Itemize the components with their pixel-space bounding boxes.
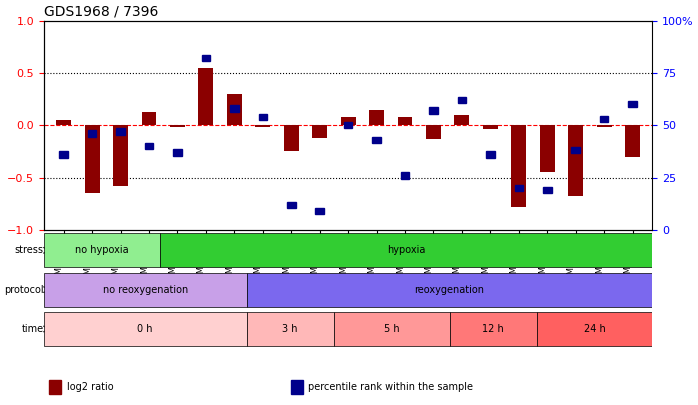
Text: no hypoxia: no hypoxia [75,245,128,255]
Text: percentile rank within the sample: percentile rank within the sample [309,382,473,392]
FancyBboxPatch shape [537,312,653,346]
Text: hypoxia: hypoxia [387,245,425,255]
Bar [117,128,125,134]
Bar [514,185,523,191]
Text: GDS1968 / 7396: GDS1968 / 7396 [44,4,158,18]
Text: stress: stress [15,245,44,255]
Bar [568,125,583,196]
FancyBboxPatch shape [44,312,246,346]
Bar [625,125,640,157]
Bar [88,130,96,137]
Bar [486,151,495,158]
Bar [230,105,239,112]
Bar [291,380,303,394]
Bar [227,94,242,125]
FancyBboxPatch shape [334,312,450,346]
Bar [315,208,324,214]
Text: 0 h: 0 h [138,324,153,334]
Text: reoxygenation: reoxygenation [415,285,484,295]
Text: log2 ratio: log2 ratio [66,382,113,392]
Bar [173,149,181,156]
Bar [84,125,100,193]
Bar [426,125,441,139]
Bar [512,125,526,207]
Bar [572,147,580,153]
Text: 12 h: 12 h [482,324,504,334]
Bar [142,112,156,125]
Bar [287,202,295,208]
Bar [57,120,71,125]
Text: 3 h: 3 h [283,324,298,334]
Bar [258,114,267,120]
FancyBboxPatch shape [450,312,537,346]
FancyBboxPatch shape [160,233,653,267]
Bar [543,187,551,193]
Text: time: time [22,324,44,334]
Text: no reoxygenation: no reoxygenation [103,285,188,295]
Bar [369,110,384,125]
Bar [540,125,555,172]
Bar [284,125,299,151]
Bar [202,55,210,62]
Bar [483,125,498,130]
Bar [454,115,469,125]
FancyBboxPatch shape [44,233,160,267]
FancyBboxPatch shape [246,273,653,307]
Bar [628,101,637,107]
Bar [597,125,611,127]
Bar [50,380,61,394]
Text: 5 h: 5 h [384,324,399,334]
Text: protocol: protocol [4,285,44,295]
Bar [59,151,68,158]
Bar [401,172,409,179]
FancyBboxPatch shape [246,312,334,346]
Bar [398,117,413,125]
Bar [255,125,270,127]
Bar [341,117,355,125]
Bar [458,97,466,103]
Bar [170,125,185,127]
Bar [372,137,381,143]
FancyBboxPatch shape [44,273,246,307]
Bar [600,116,609,122]
Bar [198,68,214,125]
Bar [113,125,128,186]
Text: 24 h: 24 h [584,324,605,334]
Bar [429,107,438,114]
Bar [312,125,327,138]
Bar [344,122,352,128]
Bar [144,143,154,149]
